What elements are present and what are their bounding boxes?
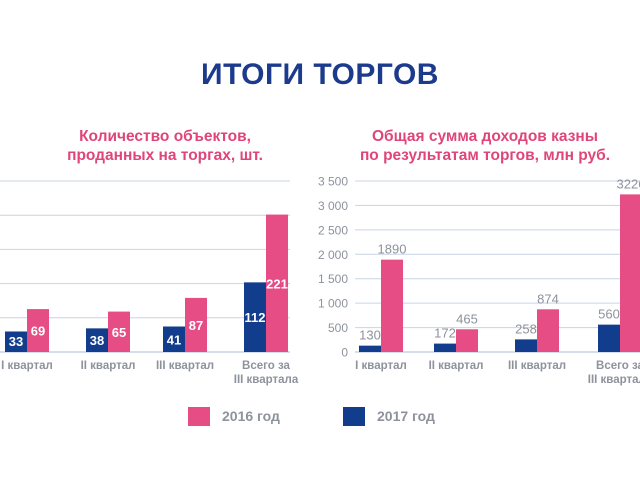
- x-category-label: II квартал: [429, 360, 484, 372]
- bar-2016: [537, 309, 559, 352]
- x-category-label: I квартал: [355, 360, 407, 372]
- y-tick-label: 0: [341, 346, 348, 360]
- legend-swatch-2017: [343, 406, 365, 426]
- bar-2017: [5, 331, 27, 352]
- data-label-2017: 172: [434, 326, 456, 341]
- y-tick-label: 2 000: [318, 248, 348, 262]
- y-tick-label: 2 500: [318, 223, 348, 237]
- data-label-2017: 560: [598, 307, 620, 322]
- y-tick-label: 1 000: [318, 297, 348, 311]
- bar-2017: [244, 282, 266, 352]
- bar-2016: [381, 259, 403, 352]
- x-category-label: Всего за: [596, 360, 640, 372]
- data-label-2017: 38: [90, 333, 104, 348]
- bar-2017: [86, 328, 108, 352]
- data-label-2016: 1890: [378, 242, 407, 257]
- page-title: ИТОГИ ТОРГОВ: [201, 58, 439, 91]
- y-tick-label: 500: [328, 321, 348, 335]
- chart-title-objects-line2: проданных на торгах, шт.: [67, 147, 263, 164]
- x-category-label: I квартал: [1, 360, 53, 372]
- x-category-label-line2: III квартала: [234, 374, 299, 386]
- chart-title-objects: Количество объектов, проданных на торгах…: [20, 127, 310, 165]
- data-label-2016: 221: [266, 276, 288, 291]
- x-category-label: III квартал: [156, 360, 214, 372]
- x-category-label: III квартал: [508, 360, 566, 372]
- data-label-2017: 112: [245, 310, 266, 325]
- bar-2016: [620, 194, 640, 352]
- bar-2017: [515, 339, 537, 352]
- data-label-2016: 3226: [617, 176, 640, 191]
- data-label-2016: 69: [31, 324, 45, 339]
- bar-2016: [266, 214, 288, 352]
- data-label-2017: 41: [167, 332, 181, 347]
- bar-2017: [434, 343, 456, 352]
- x-category-label: II квартал: [81, 360, 136, 372]
- bar-2016: [185, 297, 207, 352]
- bar-2017: [598, 324, 620, 352]
- legend-swatch-2016: [188, 406, 210, 426]
- data-label-2017: 130: [359, 328, 381, 343]
- bar-2016: [108, 311, 130, 352]
- y-tick-label: 3 000: [318, 199, 348, 213]
- data-label-2016: 87: [189, 318, 203, 333]
- x-category-label-line2: III квартала: [588, 374, 640, 386]
- y-tick-label: 3 500: [318, 175, 348, 189]
- chart-title-revenue: Общая сумма доходов казны по результатам…: [335, 127, 635, 165]
- data-label-2017: 258: [515, 321, 537, 336]
- y-tick-label: 1 500: [318, 272, 348, 286]
- chart-title-revenue-line2: по результатам торгов, млн руб.: [359, 147, 611, 164]
- chart-title-objects-line1: Количество объектов,: [79, 128, 251, 145]
- legend-label-2017: 2017 год: [377, 408, 435, 424]
- legend-2017: 2017 год: [343, 406, 435, 426]
- data-label-2016: 874: [537, 291, 559, 306]
- legend-2016: 2016 год: [188, 406, 280, 426]
- bar-2016: [456, 329, 478, 352]
- data-label-2017: 33: [9, 334, 23, 349]
- bar-2017: [359, 345, 381, 352]
- chart-title-revenue-line1: Общая сумма доходов казны: [372, 128, 598, 145]
- bar-2017: [163, 326, 185, 352]
- legend-label-2016: 2016 год: [222, 408, 280, 424]
- data-label-2016: 465: [456, 311, 478, 326]
- data-label-2016: 65: [112, 325, 126, 340]
- bar-2016: [27, 309, 49, 352]
- x-category-label: Всего за: [242, 360, 291, 372]
